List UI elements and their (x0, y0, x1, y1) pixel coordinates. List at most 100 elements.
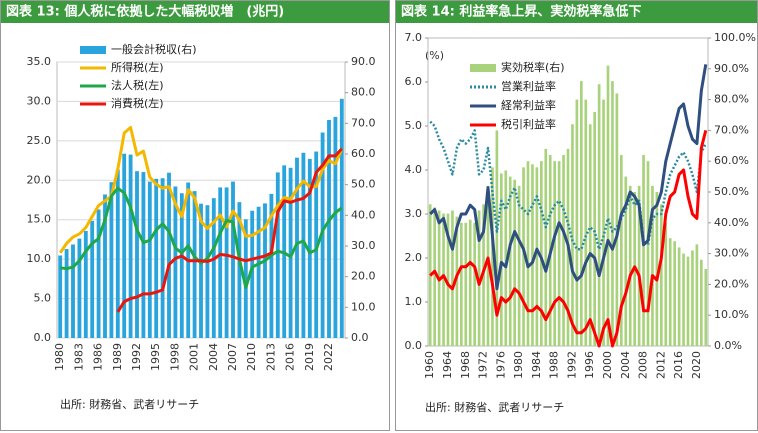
legend-label: 法人税(左) (111, 78, 164, 92)
y-tick-label: 35.0 (27, 55, 52, 68)
x-tick-label: 2007 (226, 343, 239, 371)
bar (301, 152, 306, 338)
y2-tick-label: 80.0% (714, 93, 749, 106)
x-tick-label: 2019 (303, 343, 316, 371)
line (116, 147, 343, 313)
x-tick-label: 2016 (284, 343, 297, 371)
y2-tick-label: 50.0 (351, 178, 376, 191)
bar (624, 176, 628, 346)
x-tick-label: 2022 (322, 343, 335, 371)
bar (517, 185, 521, 346)
bar (522, 167, 525, 346)
bar (540, 161, 543, 346)
bar (682, 253, 685, 346)
bar (122, 153, 127, 338)
bar (218, 187, 223, 338)
y2-tick-label: 30.0 (351, 239, 376, 252)
y2-tick-label: 100.0% (714, 31, 756, 44)
bar (275, 172, 280, 338)
x-tick-label: 1988 (548, 351, 561, 379)
x-tick-label: 1968 (459, 351, 472, 379)
y2-tick-label: 10.0% (714, 308, 749, 321)
bar (500, 173, 503, 346)
bar (660, 204, 663, 346)
bar (468, 219, 472, 346)
legend-label: 所得税(左) (111, 60, 164, 74)
bar (473, 222, 476, 346)
bar (327, 119, 331, 339)
y2-tick-label: 10.0 (351, 300, 376, 313)
bar (451, 210, 454, 346)
bar (314, 151, 319, 338)
bar (307, 158, 312, 338)
bar (339, 98, 344, 338)
x-tick-label: 1972 (477, 351, 490, 379)
x-tick-label: 2020 (690, 351, 703, 379)
x-tick-label: 1976 (494, 351, 507, 379)
y-tick-label: 7.0 (405, 31, 423, 44)
x-tick-label: 1964 (441, 351, 454, 379)
y-tick-label: 5.0 (405, 119, 423, 132)
bar (199, 203, 203, 338)
y2-tick-label: 20.0% (714, 277, 749, 290)
bar (460, 222, 463, 346)
bar (446, 213, 450, 346)
bar (77, 238, 82, 338)
bar (575, 99, 579, 346)
bar (686, 256, 690, 346)
legend-swatch (80, 46, 106, 54)
x-tick-label: 2004 (207, 343, 220, 371)
bar (288, 167, 293, 338)
bar (455, 216, 459, 346)
bar (243, 219, 248, 338)
bar (103, 194, 107, 338)
x-tick-label: 2008 (637, 351, 650, 379)
line (60, 186, 343, 290)
x-tick-label: 1984 (530, 351, 543, 379)
bar (695, 244, 699, 346)
bar (628, 185, 632, 346)
bar (64, 249, 69, 338)
x-tick-label: 1986 (92, 343, 105, 371)
bar (584, 99, 588, 346)
y-tick-label: 4.0 (405, 163, 423, 176)
bar (508, 176, 512, 346)
bar (477, 210, 481, 346)
line (429, 64, 708, 291)
bar (224, 187, 229, 338)
bar (495, 130, 499, 346)
x-tick-label: 1992 (130, 343, 143, 371)
bar (535, 167, 539, 346)
bar (128, 154, 133, 338)
y2-tick-label: 80.0 (351, 86, 376, 99)
y-tick-label: 6.0 (405, 75, 423, 88)
line (429, 130, 708, 348)
y-tick-label: 5.0 (34, 292, 52, 305)
x-tick-label: 2010 (245, 343, 258, 371)
bar (562, 155, 565, 346)
bar (620, 155, 623, 346)
bar (90, 220, 95, 338)
y-tick-label: 2.0 (405, 251, 423, 264)
chart-title: 図表 14: 利益率急上昇、実効税率急低下 (401, 4, 641, 20)
bar (250, 210, 255, 338)
chart-title: 図表 13: 個人税に依拠した大幅税収増 (兆円) (6, 4, 284, 20)
bar (677, 247, 681, 346)
bar (557, 161, 561, 346)
header-right (396, 1, 757, 23)
y-tick-label: 10.0 (27, 252, 52, 265)
x-tick-label: 1996 (583, 351, 596, 379)
y2-tick-label: 90.0% (714, 62, 749, 75)
bar (269, 193, 274, 338)
x-tick-label: 1960 (423, 351, 436, 379)
y-tick-label: 1.0 (405, 295, 423, 308)
y2-tick-label: 40.0% (714, 216, 749, 229)
y2-tick-label: 70.0 (351, 116, 376, 129)
bar (160, 178, 165, 338)
bar (606, 65, 610, 346)
x-tick-label: 1989 (111, 343, 124, 371)
bar (263, 203, 267, 338)
bar (211, 198, 216, 338)
bar (700, 259, 703, 346)
bar (167, 172, 171, 338)
